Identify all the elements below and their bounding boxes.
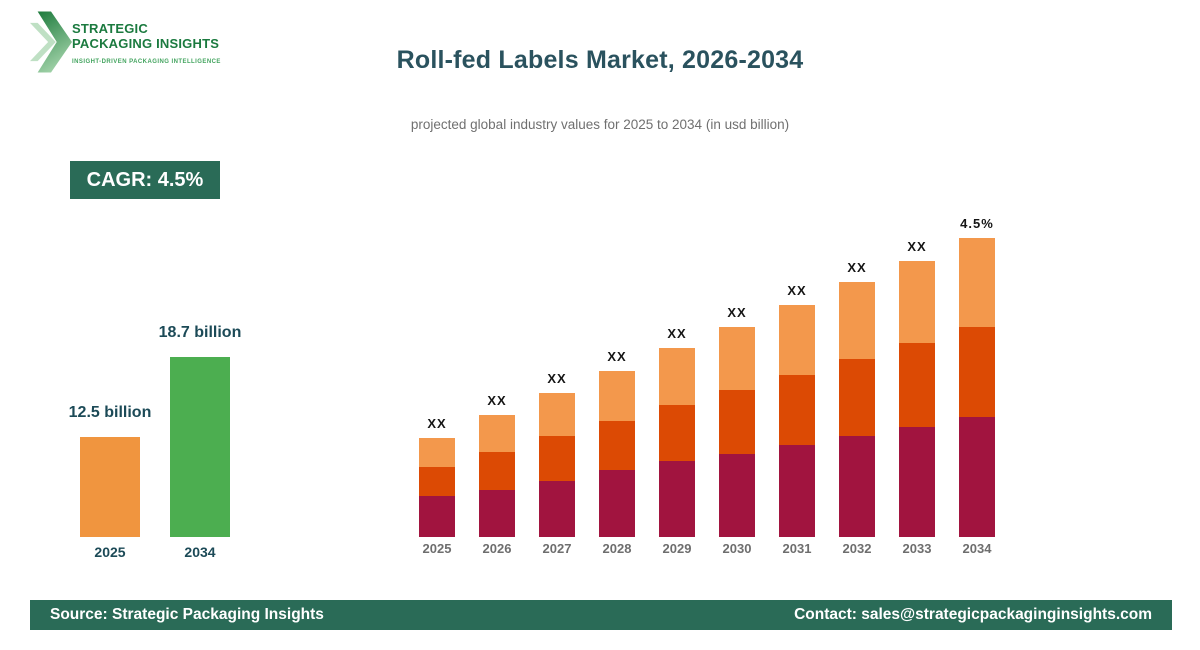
footer-source: Source: Strategic Packaging Insights: [50, 606, 324, 623]
stacked-bar-group: XX 2030: [719, 305, 755, 556]
bar-top-label: XX: [787, 283, 807, 298]
stacked-bar-group: XX 2032: [839, 260, 875, 556]
stack-segment-top: [899, 261, 935, 343]
comparison-chart: 12.5 billion 2025 18.7 billion 2034: [60, 318, 290, 560]
stack-segment-top: [719, 327, 755, 390]
page-subtitle: projected global industry values for 202…: [410, 117, 790, 132]
comparison-bar-group: 12.5 billion 2025: [69, 404, 152, 560]
logo-tagline: INSIGHT-DRIVEN PACKAGING INTELLIGENCE: [72, 58, 221, 65]
logo-name-line2: PACKAGING INSIGHTS: [72, 35, 220, 51]
stack-segment-bottom: [599, 470, 635, 537]
bar-top-label: XX: [847, 260, 867, 275]
bar-top-label: XX: [487, 393, 507, 408]
stack-segment-middle: [839, 359, 875, 436]
stack-segment-middle: [899, 343, 935, 427]
comparison-bar: [170, 357, 230, 537]
axis-year-label: 2025: [94, 544, 126, 560]
logo-name-line1: STRATEGIC: [72, 21, 148, 36]
comparison-bar-group: 18.7 billion 2034: [159, 324, 242, 560]
stack-segment-bottom: [479, 490, 515, 537]
stack-segment-top: [599, 371, 635, 421]
stack-segment-top: [539, 393, 575, 436]
bar-top-label: XX: [427, 416, 447, 431]
stack-segment-bottom: [419, 496, 455, 537]
axis-year-label: 2031: [782, 541, 812, 556]
logo-text: STRATEGIC PACKAGING INSIGHTS INSIGHT-DRI…: [72, 10, 221, 65]
stacked-bar-group: XX 2033: [899, 239, 935, 556]
footer-contact: Contact: sales@strategicpackaginginsight…: [794, 606, 1152, 623]
stack-segment-bottom: [959, 417, 995, 537]
bar-value-label: 18.7 billion: [158, 324, 242, 341]
stack-segment-bottom: [659, 461, 695, 537]
stack-segment-middle: [959, 327, 995, 417]
logo: STRATEGIC PACKAGING INSIGHTS INSIGHT-DRI…: [30, 10, 221, 74]
stack-segment-top: [419, 438, 455, 467]
axis-year-label: 2029: [662, 541, 692, 556]
cagr-badge: CAGR: 4.5%: [70, 161, 220, 199]
bar-top-label: XX: [727, 305, 747, 320]
stacked-bar-group: XX 2025: [419, 416, 455, 556]
stacked-bar-chart: XX 2025 XX 2026 XX 2027 XX 2028 XX 2029 XX 2030 XX 20…: [419, 190, 995, 556]
bar-top-label: XX: [547, 371, 567, 386]
stack-segment-middle: [419, 467, 455, 496]
axis-year-label: 2034: [184, 544, 216, 560]
bar-top-label: 4.5%: [960, 216, 994, 231]
stack-segment-middle: [779, 375, 815, 445]
axis-year-label: 2025: [422, 541, 452, 556]
stack-segment-bottom: [539, 481, 575, 537]
page-title: Roll-fed Labels Market, 2026-2034: [396, 46, 804, 74]
bar-top-label: XX: [907, 239, 927, 254]
stacked-bar-group: XX 2027: [539, 371, 575, 556]
stack-segment-top: [839, 282, 875, 359]
stack-segment-bottom: [839, 436, 875, 537]
stack-segment-bottom: [719, 454, 755, 537]
stack-segment-middle: [719, 390, 755, 454]
logo-chevron-icon: [30, 11, 72, 73]
bar-top-label: XX: [607, 349, 627, 364]
comparison-bar: [80, 437, 140, 537]
axis-year-label: 2033: [902, 541, 932, 556]
axis-year-label: 2028: [602, 541, 632, 556]
stack-segment-middle: [599, 421, 635, 470]
stacked-bar-group: XX 2031: [779, 283, 815, 556]
stack-segment-bottom: [899, 427, 935, 537]
stack-segment-top: [659, 348, 695, 405]
stack-segment-middle: [479, 452, 515, 490]
bar-value-label: 12.5 billion: [68, 404, 152, 421]
stack-segment-middle: [539, 436, 575, 481]
stack-segment-top: [479, 415, 515, 452]
axis-year-label: 2030: [722, 541, 752, 556]
stacked-bar-group: XX 2026: [479, 393, 515, 556]
axis-year-label: 2027: [542, 541, 572, 556]
axis-year-label: 2034: [962, 541, 992, 556]
stacked-bar-group: 4.5% 2034: [959, 216, 995, 556]
stacked-bar-group: XX 2029: [659, 326, 695, 556]
stack-segment-top: [779, 305, 815, 375]
footer-bar: Source: Strategic Packaging Insights Con…: [30, 600, 1172, 630]
bar-top-label: XX: [667, 326, 687, 341]
stack-segment-top: [959, 238, 995, 327]
stack-segment-bottom: [779, 445, 815, 537]
stack-segment-middle: [659, 405, 695, 461]
axis-year-label: 2026: [482, 541, 512, 556]
axis-year-label: 2032: [842, 541, 872, 556]
stacked-bar-group: XX 2028: [599, 349, 635, 556]
